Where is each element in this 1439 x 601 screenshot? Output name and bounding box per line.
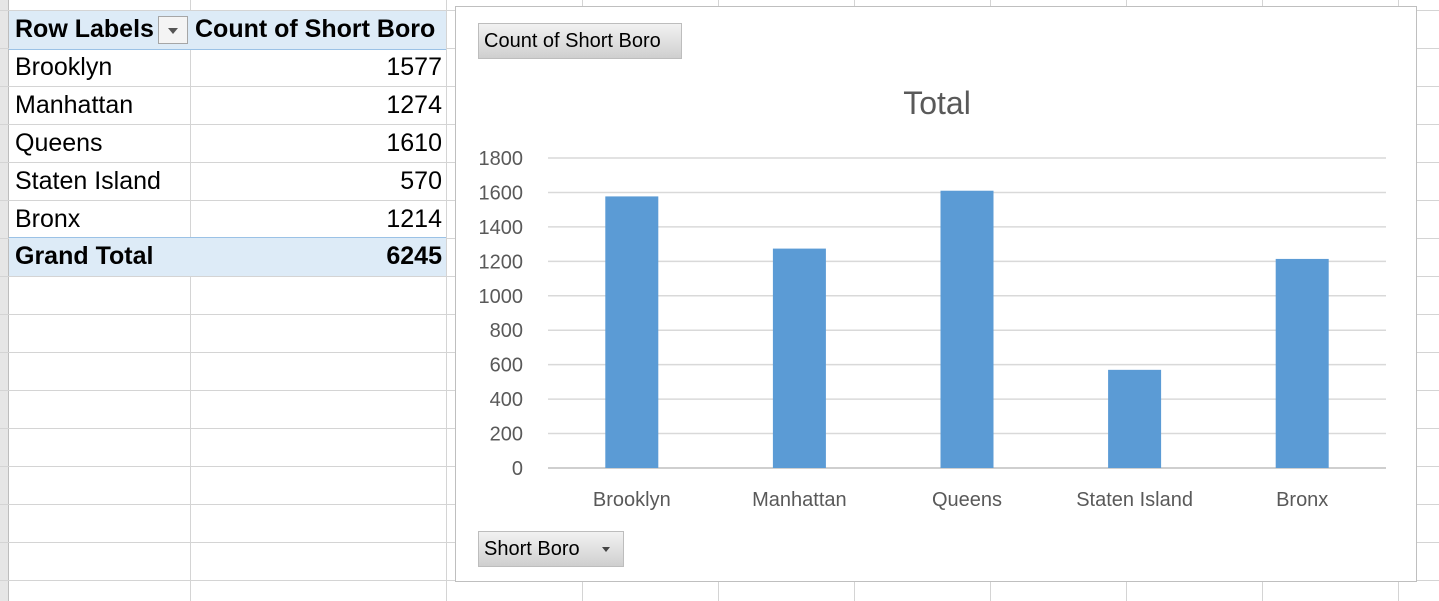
- dropdown-arrow-icon: [168, 28, 178, 34]
- pivot-row[interactable]: Queens 1610: [9, 125, 446, 163]
- pivot-row-value[interactable]: 1274: [386, 91, 442, 119]
- pivot-row-label[interactable]: Brooklyn: [15, 53, 113, 81]
- row-header-strip[interactable]: [0, 0, 9, 601]
- pivot-row-value[interactable]: 1214: [386, 205, 442, 233]
- y-tick-label[interactable]: 400: [490, 389, 523, 411]
- pivot-row-label[interactable]: Manhattan: [15, 91, 134, 119]
- chart-plot-area[interactable]: 0 200 400 600 800 1000 1200 1400 1600 1800 Brookly…: [456, 7, 1416, 581]
- y-tick-label[interactable]: 200: [490, 424, 523, 446]
- pivot-row-value[interactable]: 1610: [386, 129, 442, 157]
- bar[interactable]: [1275, 258, 1329, 468]
- pivot-row[interactable]: Manhattan 1274: [9, 87, 446, 125]
- axis-field-label: Short Boro: [484, 538, 580, 560]
- pivot-row-value[interactable]: 1577: [386, 53, 442, 81]
- pivot-row-label[interactable]: Staten Island: [15, 167, 161, 195]
- dropdown-arrow-icon: [602, 547, 610, 552]
- pivot-row-label[interactable]: Bronx: [15, 205, 81, 233]
- bar[interactable]: [605, 196, 659, 468]
- x-tick-label[interactable]: Bronx: [1276, 489, 1328, 511]
- grand-total-label[interactable]: Grand Total: [15, 242, 154, 270]
- row-labels-header[interactable]: Row Labels: [15, 15, 154, 43]
- y-tick-label[interactable]: 1200: [479, 251, 524, 273]
- bar[interactable]: [1108, 369, 1162, 468]
- y-tick-label[interactable]: 1800: [479, 148, 524, 170]
- pivot-header-row[interactable]: Row Labels Count of Short Boro: [9, 11, 446, 50]
- x-tick-label[interactable]: Manhattan: [752, 489, 847, 511]
- axis-field-button[interactable]: Short Boro: [478, 531, 624, 567]
- y-tick-label[interactable]: 600: [490, 355, 523, 377]
- x-tick-label[interactable]: Brooklyn: [593, 489, 671, 511]
- bar[interactable]: [772, 248, 826, 468]
- pivot-row[interactable]: Bronx 1214: [9, 201, 446, 239]
- grand-total-value[interactable]: 6245: [386, 242, 442, 270]
- y-tick-label[interactable]: 1000: [479, 286, 524, 308]
- y-tick-label[interactable]: 1600: [479, 182, 524, 204]
- pivot-chart[interactable]: Count of Short Boro Total 0 200 400 600 800 1…: [455, 6, 1417, 582]
- bar[interactable]: [940, 190, 994, 468]
- y-tick-label[interactable]: 1400: [479, 217, 524, 239]
- y-tick-label[interactable]: 800: [490, 320, 523, 342]
- pivot-row-label[interactable]: Queens: [15, 129, 103, 157]
- value-field-header[interactable]: Count of Short Boro: [195, 15, 436, 43]
- y-tick-label[interactable]: 0: [512, 458, 523, 480]
- column-gridline: [446, 0, 447, 601]
- x-tick-label[interactable]: Staten Island: [1076, 489, 1193, 511]
- x-tick-label[interactable]: Queens: [932, 489, 1002, 511]
- pivot-row-value[interactable]: 570: [400, 167, 442, 195]
- row-labels-filter-button[interactable]: [158, 16, 188, 44]
- value-field-button[interactable]: Count of Short Boro: [478, 23, 682, 59]
- pivot-row[interactable]: Staten Island 570: [9, 163, 446, 201]
- column-gridline: [190, 0, 191, 601]
- chart-title[interactable]: Total: [903, 85, 971, 121]
- grand-total-row[interactable]: Grand Total 6245: [9, 237, 446, 276]
- pivot-row[interactable]: Brooklyn 1577: [9, 49, 446, 87]
